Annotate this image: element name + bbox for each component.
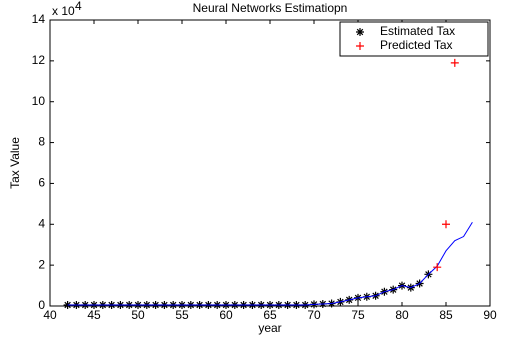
y-tick-label: 14	[32, 12, 46, 26]
y-tick-label: 8	[38, 135, 45, 149]
y-axis-label: Tax Value	[8, 137, 22, 189]
x-tick-label: 40	[43, 308, 57, 322]
x-tick-label: 85	[439, 308, 453, 322]
x-tick-label: 45	[87, 308, 101, 322]
y-scale-exponent: 4	[75, 0, 82, 13]
y-tick-label: 6	[38, 176, 45, 190]
x-tick-label: 80	[395, 308, 409, 322]
y-tick-label: 12	[32, 53, 46, 67]
x-tick-label: 90	[483, 308, 497, 322]
y-scale-base: x 10	[52, 4, 75, 18]
x-tick-label: 75	[351, 308, 365, 322]
y-tick-label: 2	[38, 257, 45, 271]
y-tick-label: 0	[38, 298, 45, 312]
x-tick-label: 60	[219, 308, 233, 322]
x-tick-label: 55	[175, 308, 189, 322]
legend-marker	[356, 42, 364, 50]
legend-marker	[356, 28, 364, 36]
x-tick-label: 50	[131, 308, 145, 322]
plot-frame	[49, 19, 491, 307]
y-tick-label: 4	[38, 216, 45, 230]
data-marker	[433, 263, 442, 272]
data-marker	[442, 220, 450, 229]
x-tick-label: 65	[263, 308, 277, 322]
legend-label: Estimated Tax	[380, 24, 455, 38]
data-marker	[450, 58, 459, 67]
series-line	[67, 221, 473, 306]
x-tick-label: 70	[307, 308, 321, 322]
chart-title: Neural Networks Estimatiopn	[193, 1, 348, 15]
legend-label: Predicted Tax	[380, 38, 453, 52]
legend-box	[339, 21, 489, 57]
x-axis-label: year	[258, 321, 281, 335]
y-tick-label: 10	[32, 94, 46, 108]
